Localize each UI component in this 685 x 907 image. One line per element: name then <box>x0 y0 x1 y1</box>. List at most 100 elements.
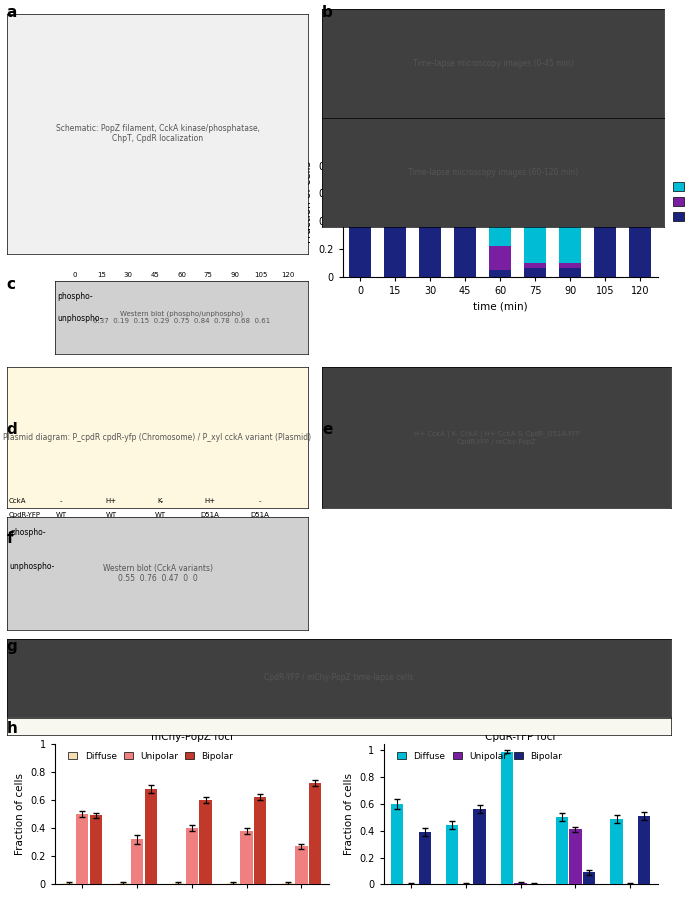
Bar <box>131 839 143 884</box>
Text: WT: WT <box>105 512 116 518</box>
Bar <box>629 138 651 208</box>
Bar <box>559 263 582 268</box>
Bar <box>488 138 512 246</box>
Bar <box>349 138 371 185</box>
Bar <box>199 800 212 884</box>
Bar <box>523 138 547 263</box>
Text: Schematic: PopZ filament, CckA kinase/phosphatase,
ChpT, CpdR localization: Schematic: PopZ filament, CckA kinase/ph… <box>55 124 260 143</box>
Bar <box>295 846 308 884</box>
Text: D51A: D51A <box>251 512 269 518</box>
Text: phospho-: phospho- <box>58 292 93 301</box>
Text: phospho-: phospho- <box>10 528 45 537</box>
Text: H+: H+ <box>105 498 116 504</box>
Bar <box>90 815 102 884</box>
Bar <box>384 158 406 277</box>
Text: Western blot (phospho/unphospho)
0.37  0.19  0.15  0.29  0.75  0.84  0.78  0.68 : Western blot (phospho/unphospho) 0.37 0.… <box>93 311 270 324</box>
Text: d: d <box>7 422 18 437</box>
Text: -: - <box>259 498 261 504</box>
Bar <box>349 185 371 277</box>
Bar <box>419 138 441 151</box>
Bar <box>254 797 266 884</box>
Text: WT: WT <box>155 512 166 518</box>
Text: 120: 120 <box>282 271 295 278</box>
Text: -: - <box>60 498 62 504</box>
Bar <box>453 138 476 155</box>
Text: b: b <box>322 5 333 20</box>
Bar <box>227 883 239 884</box>
Bar <box>569 829 582 884</box>
Bar <box>453 166 476 277</box>
Text: 90: 90 <box>230 271 239 278</box>
Text: 60: 60 <box>177 271 186 278</box>
Bar <box>559 268 582 277</box>
Text: e: e <box>322 422 332 437</box>
Bar <box>172 883 184 884</box>
Legend: Diffuse, Unipolar, Bipolar: Diffuse, Unipolar, Bipolar <box>394 748 566 765</box>
Bar <box>391 804 403 884</box>
Bar <box>419 158 441 277</box>
Text: 0: 0 <box>73 271 77 278</box>
Text: 105: 105 <box>255 271 268 278</box>
Text: 75: 75 <box>203 271 212 278</box>
Y-axis label: Fraction of cells: Fraction of cells <box>303 161 312 243</box>
Text: 30: 30 <box>124 271 133 278</box>
Bar <box>523 268 547 277</box>
Y-axis label: Fraction of cells: Fraction of cells <box>344 773 353 855</box>
Legend: Diffuse, Bipolar, Unipolar: Diffuse, Bipolar, Unipolar <box>669 178 685 226</box>
Bar <box>594 208 616 214</box>
Title: CpdR-YFP foci: CpdR-YFP foci <box>486 732 556 742</box>
Text: 15: 15 <box>97 271 106 278</box>
Text: unphospho-: unphospho- <box>58 314 103 323</box>
Text: a: a <box>7 5 17 20</box>
Bar <box>62 883 75 884</box>
Bar <box>419 151 441 158</box>
Text: h: h <box>7 721 18 736</box>
Bar <box>559 138 582 263</box>
Bar <box>117 883 129 884</box>
Text: Time-lapse microscopy images (60-120 min): Time-lapse microscopy images (60-120 min… <box>408 168 578 177</box>
Bar <box>309 783 321 884</box>
Bar <box>76 814 88 884</box>
Bar <box>594 214 616 277</box>
Text: CpdR-YFP / mChy-PopZ time-lapse cells: CpdR-YFP / mChy-PopZ time-lapse cells <box>264 674 414 682</box>
Text: g: g <box>7 639 18 655</box>
Y-axis label: Fraction of cells: Fraction of cells <box>15 773 25 855</box>
Bar <box>384 153 406 158</box>
Bar <box>629 213 651 277</box>
Bar <box>240 831 253 884</box>
Text: K-: K- <box>158 498 164 504</box>
Text: f: f <box>7 531 14 546</box>
Bar <box>523 263 547 268</box>
Bar <box>556 817 568 884</box>
Bar <box>583 873 595 884</box>
Bar <box>610 819 623 884</box>
Text: Western blot (CckA variants)
0.55  0.76  0.47  0  0: Western blot (CckA variants) 0.55 0.76 0… <box>103 564 212 583</box>
Bar <box>282 883 294 884</box>
Bar <box>473 809 486 884</box>
Bar <box>145 789 157 884</box>
X-axis label: time (min): time (min) <box>473 301 527 311</box>
Bar <box>488 246 512 269</box>
Bar <box>488 269 512 277</box>
Bar <box>514 883 527 884</box>
Bar <box>446 825 458 884</box>
Text: WT: WT <box>55 512 66 518</box>
Title: mChy-PopZ foci: mChy-PopZ foci <box>151 732 233 742</box>
Bar <box>419 832 431 884</box>
Text: 45: 45 <box>151 271 160 278</box>
Text: unphospho-: unphospho- <box>10 562 55 571</box>
Bar <box>501 752 513 884</box>
Text: Time-lapse microscopy images (0-45 min): Time-lapse microscopy images (0-45 min) <box>413 59 573 68</box>
Text: H+ CckA | K- CckA | H+ CckA & CpdR_D51A-YFP
CpdR-YFP / mChy-PopZ: H+ CckA | K- CckA | H+ CckA & CpdR_D51A-… <box>414 431 580 444</box>
Text: CpdR-YFP: CpdR-YFP <box>8 512 40 518</box>
Legend: Diffuse, Unipolar, Bipolar: Diffuse, Unipolar, Bipolar <box>65 748 237 765</box>
Bar <box>384 138 406 153</box>
Bar <box>638 816 650 884</box>
Text: Plasmid diagram: P_cpdR cpdR-yfp (Chromosome) / P_xyl cckA variant (Plasmid): Plasmid diagram: P_cpdR cpdR-yfp (Chromo… <box>3 434 312 442</box>
Text: c: c <box>7 277 16 292</box>
Bar <box>594 138 616 208</box>
Bar <box>453 155 476 166</box>
Text: D51A: D51A <box>201 512 220 518</box>
Text: H+: H+ <box>205 498 216 504</box>
Bar <box>186 828 198 884</box>
